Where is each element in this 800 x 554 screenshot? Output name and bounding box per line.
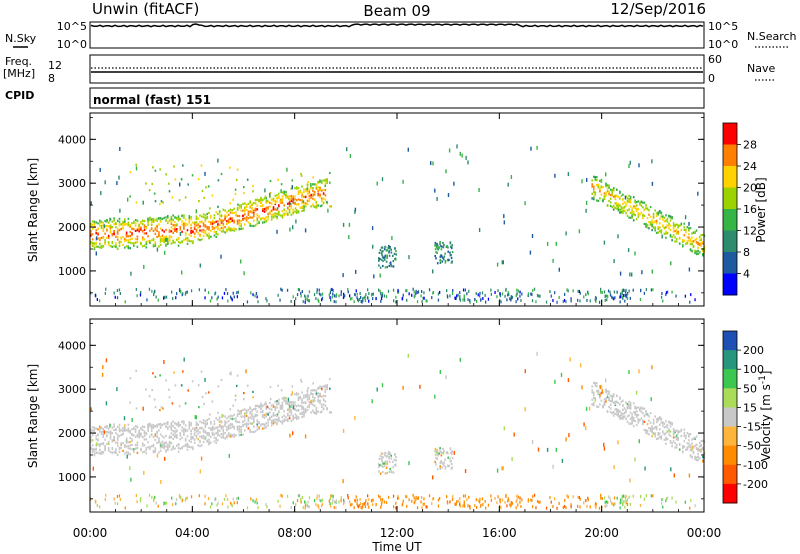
freq-unit-label: [MHz] [3,67,35,80]
plot-title: Unwin (fitACF) [92,0,199,18]
freq-right-tick-top: 60 [708,53,722,66]
velocity-colorbar: 200 100 50 15 -15 -50 -100 -200 [722,330,768,504]
time-tick-label: 04:00 [175,526,210,540]
colorbar-swatch [723,230,737,253]
velocity-y-axis: 1000 2000 3000 4000 [58,322,704,500]
power-y-axis: 1000 2000 3000 4000 [58,116,704,294]
nave-label: Nave [747,62,775,75]
colorbar-tick-label: 12 [743,225,757,238]
cpid-label: CPID [5,89,34,102]
colorbar-swatch [723,445,737,466]
time-axis-label: Time UT [371,540,422,554]
nsky-right-tick-bottom: 10^0 [708,38,738,51]
range-tick-label: 1000 [58,471,86,484]
colorbar-swatch [723,331,737,351]
nsky-trace [90,23,704,28]
velocity-panel: 1000 2000 3000 4000 Slant Range [km] 200 100… [26,318,773,513]
colorbar-tick-label: -50 [743,440,761,453]
colorbar-tick-label: 24 [743,160,757,173]
velocity-y-label: Slant Range [km] [26,364,40,468]
colorbar-swatch [723,252,737,274]
time-axis: 00:00 04:00 08:00 12:00 16:00 20:00 00:00 [73,113,722,540]
colorbar-swatch [723,464,737,485]
range-tick-label: 4000 [58,133,86,146]
velocity-data [90,351,706,510]
colorbar-swatch [723,483,737,504]
colorbar-swatch [723,123,737,145]
velocity-colorbar-label: Velocity [m s-1] [758,371,773,462]
date-label: 12/Sep/2016 [610,0,706,18]
cpid-panel: CPID normal (fast) 151 [5,87,705,109]
nsky-left-tick-bottom: 10^0 [57,38,87,51]
time-tick-label: 12:00 [380,526,415,540]
freq-right-tick-bottom: 0 [708,72,715,85]
power-data [90,144,706,304]
colorbar-tick-label: -15 [743,421,761,434]
time-tick-label: 16:00 [482,526,517,540]
colorbar-tick-label: 20 [743,182,757,195]
power-colorbar: 28 24 20 16 12 8 4 [722,122,757,296]
cpid-value: normal (fast) 151 [93,93,211,107]
colorbar-swatch [723,350,737,370]
freq-left-tick-top: 12 [48,59,62,72]
range-tick-label: 3000 [58,383,86,396]
freq-panel: Freq. [MHz] 12 8 60 0 Nave [3,53,775,85]
freq-label: Freq. [5,55,32,68]
time-tick-label: 00:00 [73,526,108,540]
colorbar-swatch [723,369,737,389]
colorbar-tick-label: 4 [743,268,750,281]
colorbar-swatch [723,407,737,427]
colorbar-tick-label: -200 [743,478,768,491]
range-tick-label: 4000 [58,339,86,352]
time-tick-label: 00:00 [687,526,722,540]
colorbar-swatch [723,187,737,210]
range-tick-label: 2000 [58,427,86,440]
colorbar-tick-label: 200 [743,344,764,357]
time-tick-label: 20:00 [584,526,619,540]
range-tick-label: 3000 [58,177,86,190]
colorbar-swatch [723,144,737,167]
freq-left-tick-bottom: 8 [48,72,55,85]
range-tick-label: 2000 [58,221,86,234]
colorbar-swatch [723,273,737,296]
nsky-panel: 10^5 10^0 10^5 10^0 N.Sky N.Search [5,20,797,51]
colorbar-tick-label: 15 [743,401,757,414]
colorbar-swatch [723,209,737,231]
colorbar-swatch [723,166,737,188]
time-tick-label: 08:00 [277,526,312,540]
nsky-left-tick-top: 10^5 [57,20,87,33]
nsky-right-tick-top: 10^5 [708,20,738,33]
colorbar-tick-label: 50 [743,382,757,395]
power-y-label: Slant Range [km] [26,158,40,262]
power-colorbar-label: Power [dB] [754,177,768,242]
colorbar-tick-label: 8 [743,246,750,259]
colorbar-tick-label: -100 [743,459,768,472]
range-tick-label: 1000 [58,265,86,278]
power-panel: 1000 2000 3000 4000 Slant Range [km] 28 24 20… [26,112,768,307]
colorbar-tick-label: 16 [743,203,757,216]
nsky-label: N.Sky [5,32,37,45]
nsearch-label: N.Search [747,30,797,43]
colorbar-tick-label: 100 [743,363,764,376]
colorbar-swatch [723,426,737,447]
colorbar-tick-label: 28 [743,139,757,152]
beam-label: Beam 09 [363,2,430,20]
colorbar-swatch [723,388,737,408]
